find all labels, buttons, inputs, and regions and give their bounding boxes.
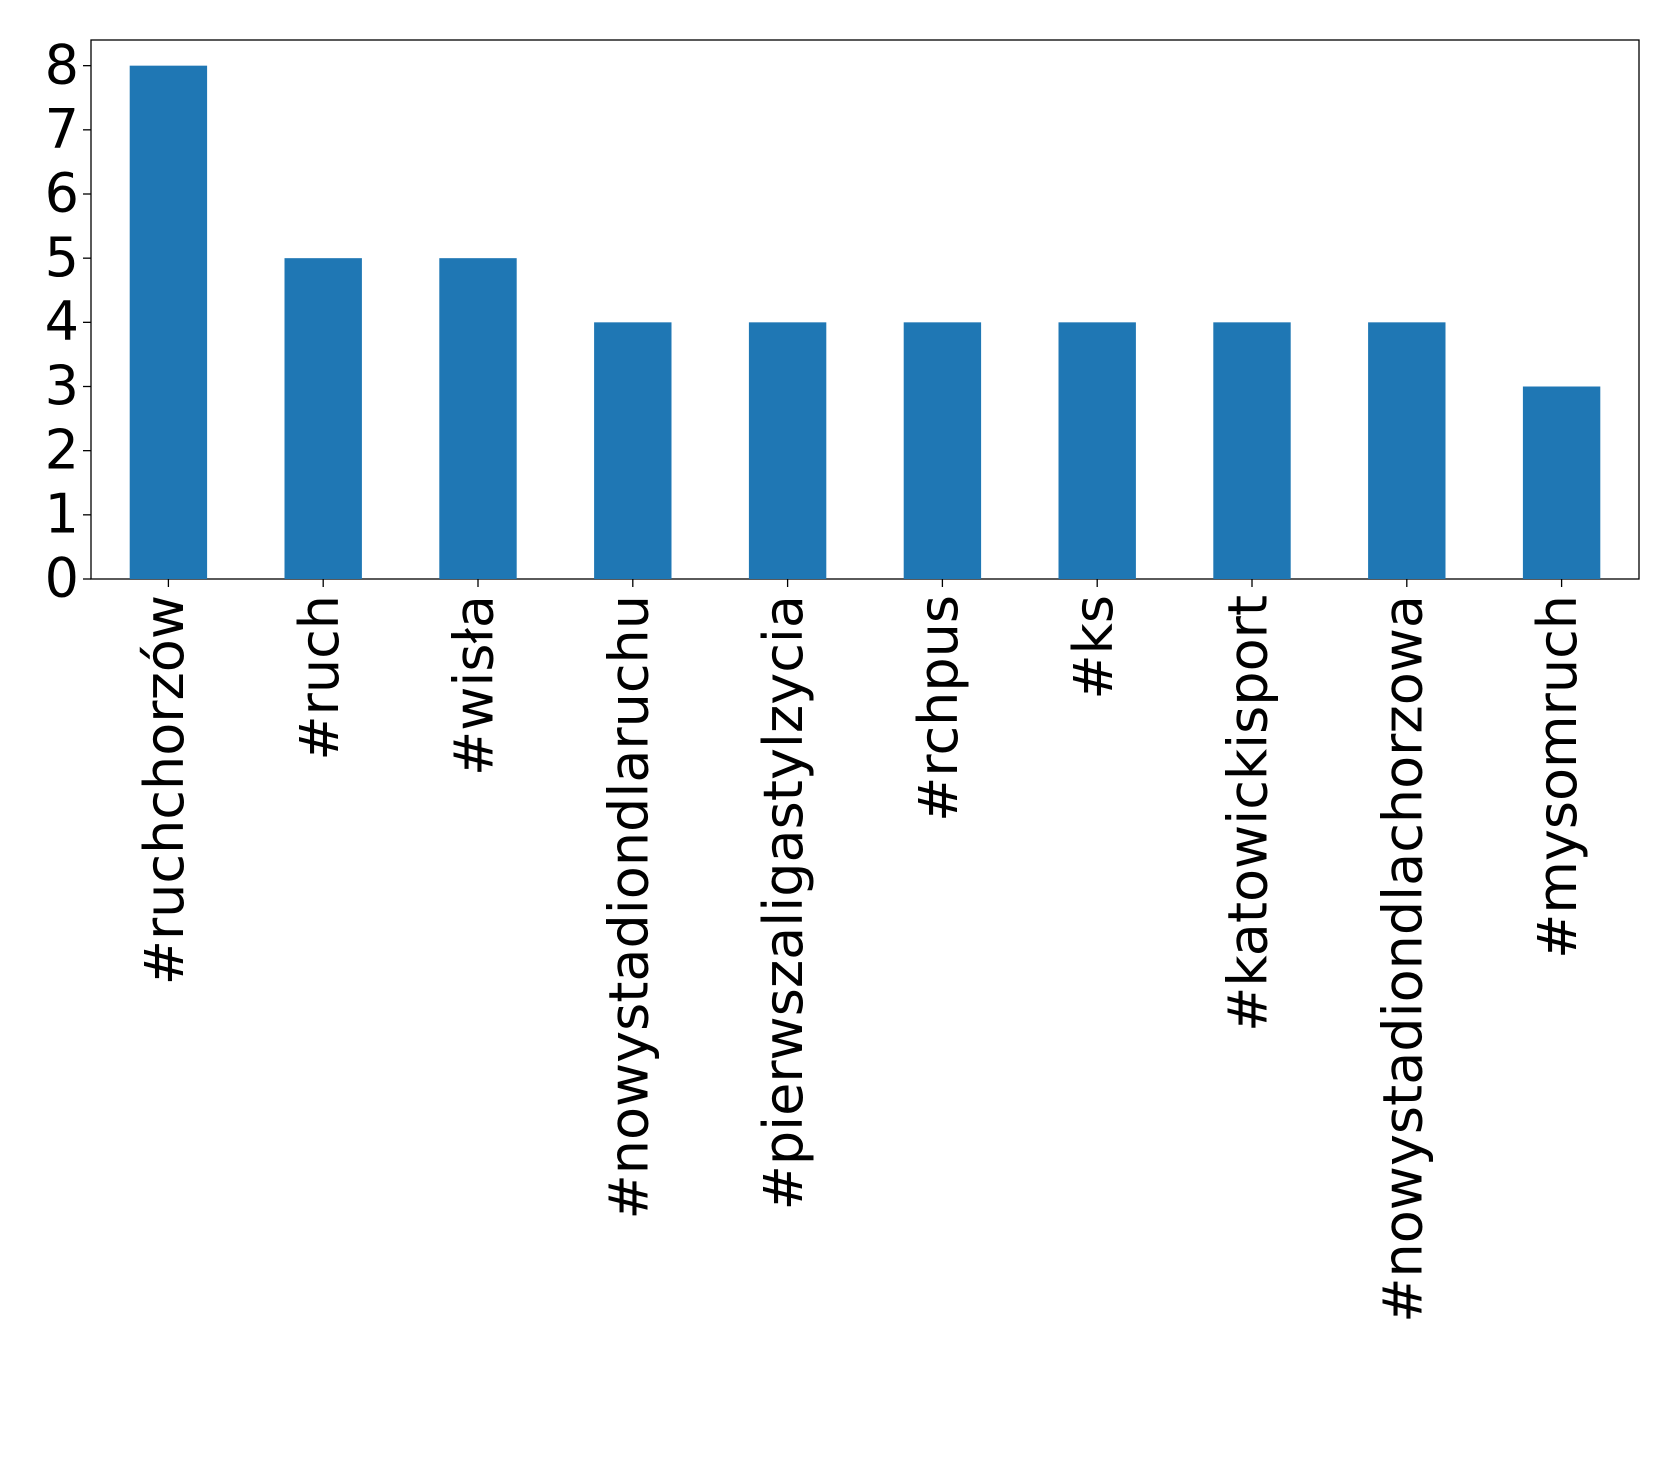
y-tick-label: 3 — [45, 354, 79, 417]
x-tick-label: #pierwszaligastylzycia — [752, 595, 815, 1210]
y-tick-label: 6 — [45, 162, 79, 225]
x-tick-label: #wisła — [443, 595, 506, 776]
y-tick-label: 1 — [45, 482, 79, 545]
x-tick-label: #nowystadiondlachorzowa — [1371, 595, 1434, 1323]
plot-frame — [90, 39, 1640, 580]
y-tick-label: 8 — [45, 33, 79, 96]
bar — [1522, 386, 1601, 579]
bar — [439, 258, 517, 579]
y-tick-label: 0 — [45, 547, 79, 610]
y-tick-label: 7 — [45, 97, 79, 160]
x-tick-label: #ruch — [288, 595, 351, 761]
bar — [594, 322, 672, 579]
x-tick-label: #ruchchorzów — [133, 595, 196, 985]
bar — [129, 65, 208, 579]
x-tick-label: #katowickisport — [1217, 595, 1280, 1032]
y-tick-label: 4 — [45, 290, 79, 353]
y-tick-label: 2 — [45, 418, 79, 481]
bar — [1058, 322, 1136, 579]
x-tick-label: #mysomruch — [1526, 595, 1589, 959]
bar — [284, 258, 362, 579]
bar — [748, 322, 827, 579]
bar — [903, 322, 982, 579]
bar — [1213, 322, 1291, 579]
x-tick-label: #nowystadiondlaruchu — [597, 595, 660, 1220]
y-tick-label: 5 — [45, 226, 79, 289]
bar — [1368, 322, 1446, 579]
x-tick-label: #ks — [1062, 595, 1125, 700]
x-tick-label: #rchpus — [907, 595, 970, 822]
